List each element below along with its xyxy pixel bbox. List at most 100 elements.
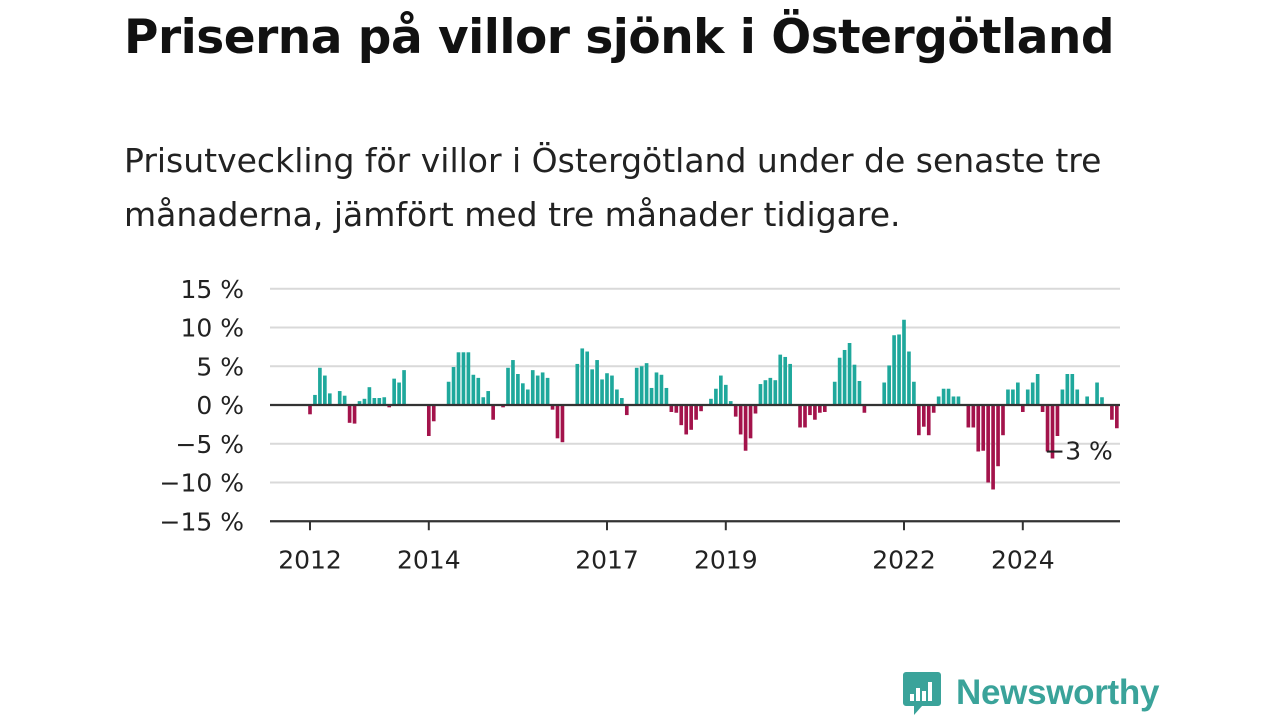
bar <box>481 397 486 405</box>
bar <box>1100 397 1104 405</box>
bar <box>1085 396 1089 406</box>
bar <box>753 405 758 414</box>
bar <box>342 395 347 405</box>
y-axis-tick-labels: 15 % 10 % 5 % 0 % −5 % −10 % −15 % <box>160 275 244 537</box>
bar <box>1060 389 1065 405</box>
bar <box>674 405 679 413</box>
bar <box>382 397 387 405</box>
bar <box>763 380 768 405</box>
bar <box>917 405 921 436</box>
x-axis: 2012 2014 2017 2019 2022 2024 <box>270 520 1120 574</box>
bar <box>347 405 352 423</box>
bar <box>615 389 619 405</box>
bar <box>327 393 332 406</box>
y-tick-label: 15 % <box>180 275 244 304</box>
bar <box>699 405 703 412</box>
bar <box>486 391 491 405</box>
bar <box>842 349 847 405</box>
bar <box>996 405 1000 467</box>
annotation-label: −3 % <box>1044 436 1113 465</box>
bar <box>323 375 327 405</box>
y-tick-label: −10 % <box>160 469 244 498</box>
bar <box>1050 405 1055 459</box>
bar <box>620 398 624 405</box>
bar <box>357 401 362 406</box>
bar <box>1075 389 1080 405</box>
bar <box>545 377 550 406</box>
bar <box>743 405 748 451</box>
bar <box>644 363 649 405</box>
bar <box>362 398 367 405</box>
bar <box>595 360 599 405</box>
y-tick-label: 10 % <box>180 314 244 343</box>
bar <box>897 334 901 405</box>
bar <box>491 405 495 420</box>
brand-name: Newsworthy <box>956 673 1160 712</box>
bar <box>590 369 594 405</box>
bar <box>540 372 545 405</box>
bars <box>308 319 1119 490</box>
bar <box>783 356 788 405</box>
bar <box>971 405 976 428</box>
x-tick-label: 2017 <box>575 545 639 574</box>
bar <box>936 396 941 406</box>
bar <box>318 367 322 405</box>
bar <box>535 375 540 405</box>
bar <box>392 378 396 405</box>
bar <box>773 380 778 405</box>
bar <box>951 396 956 406</box>
bar <box>966 405 971 428</box>
bar <box>367 387 372 405</box>
bar <box>679 405 684 426</box>
bar <box>1065 374 1070 405</box>
bar <box>377 398 382 405</box>
bar <box>981 405 986 451</box>
bar <box>476 377 481 406</box>
bar <box>808 405 812 416</box>
bar <box>902 319 906 405</box>
y-tick-label: 5 % <box>196 352 244 381</box>
bar <box>847 343 852 405</box>
last-value-annotation: −3 % <box>1044 436 1113 465</box>
bar <box>1020 405 1025 412</box>
bar <box>446 381 451 405</box>
bar <box>471 374 476 405</box>
bar <box>634 367 639 405</box>
bar <box>525 389 530 405</box>
newsworthy-logo-icon <box>903 672 941 715</box>
bar <box>466 352 471 405</box>
bar <box>758 384 763 405</box>
bar <box>738 405 743 435</box>
bar <box>451 367 456 405</box>
bar <box>1016 382 1020 405</box>
bar <box>1115 405 1119 429</box>
bar <box>664 387 669 405</box>
bar <box>372 398 377 405</box>
bar <box>1045 405 1050 452</box>
bar <box>521 383 525 405</box>
bar <box>832 381 837 405</box>
bar <box>550 405 555 410</box>
bar <box>813 405 817 420</box>
bar <box>308 405 312 415</box>
bar <box>837 357 842 405</box>
bar <box>926 405 931 436</box>
bar <box>1040 405 1045 412</box>
chart-subtitle: Prisutveckling för villor i Östergötland… <box>124 141 1102 234</box>
bar <box>402 370 406 406</box>
bar <box>931 405 936 413</box>
bar <box>461 352 466 405</box>
y-tick-label: 0 % <box>196 391 244 420</box>
bar <box>719 375 723 405</box>
bar <box>600 379 604 405</box>
bar <box>1055 405 1060 436</box>
bar <box>798 405 802 428</box>
x-tick-label: 2022 <box>872 545 936 574</box>
x-tick-label: 2014 <box>397 545 461 574</box>
y-tick-label: −5 % <box>175 430 244 459</box>
bar <box>976 405 981 452</box>
bar <box>714 388 718 406</box>
bar <box>456 352 461 405</box>
bar <box>337 391 342 405</box>
bar <box>709 398 713 405</box>
